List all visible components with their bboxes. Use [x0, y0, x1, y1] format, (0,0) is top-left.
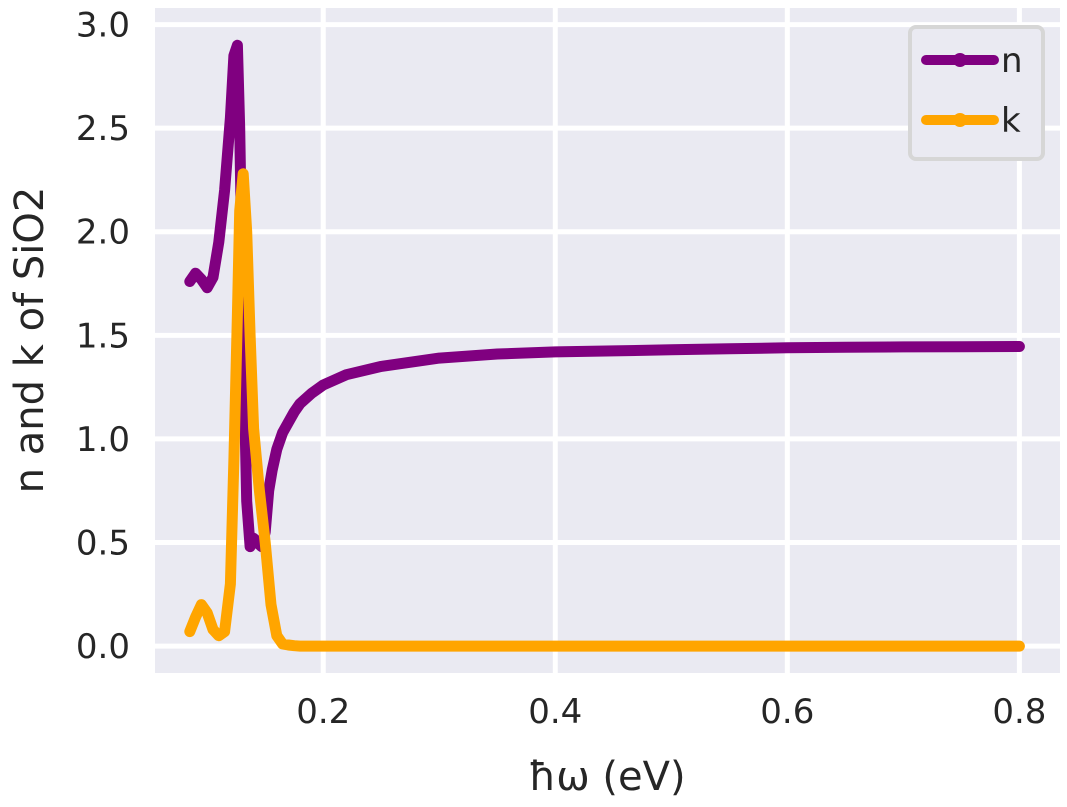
y-tick-label: 0.0 [76, 627, 130, 667]
y-tick-label: 1.0 [76, 420, 130, 460]
legend-label-n: n [1001, 41, 1023, 81]
y-tick-label: 3.0 [76, 6, 130, 46]
legend-box [908, 25, 1045, 161]
x-tick-label: 0.4 [528, 692, 582, 732]
x-tick-label: 0.6 [760, 692, 814, 732]
x-tick-label: 0.8 [992, 692, 1046, 732]
y-tick-label: 0.5 [76, 523, 130, 563]
y-tick-label: 2.0 [76, 213, 130, 253]
y-tick-label: 2.5 [76, 109, 130, 149]
series-line-n [184, 39, 1025, 553]
legend: n k [908, 25, 1045, 161]
x-tick-label: 0.2 [296, 692, 350, 732]
x-axis-label: ħω (eV) [528, 754, 685, 800]
y-tick-label: 1.5 [76, 316, 130, 356]
legend-marker-n [953, 53, 967, 67]
x-tick-labels: 0.2 0.4 0.6 0.8 [296, 692, 1046, 732]
series-lines [184, 39, 1025, 652]
series-line-k [184, 168, 1025, 652]
y-axis-label: n and k of SiO2 [7, 187, 53, 494]
y-tick-labels: 0.0 0.5 1.0 1.5 2.0 2.5 3.0 [76, 6, 130, 667]
legend-marker-k [953, 113, 967, 127]
legend-label-k: k [1001, 101, 1021, 141]
